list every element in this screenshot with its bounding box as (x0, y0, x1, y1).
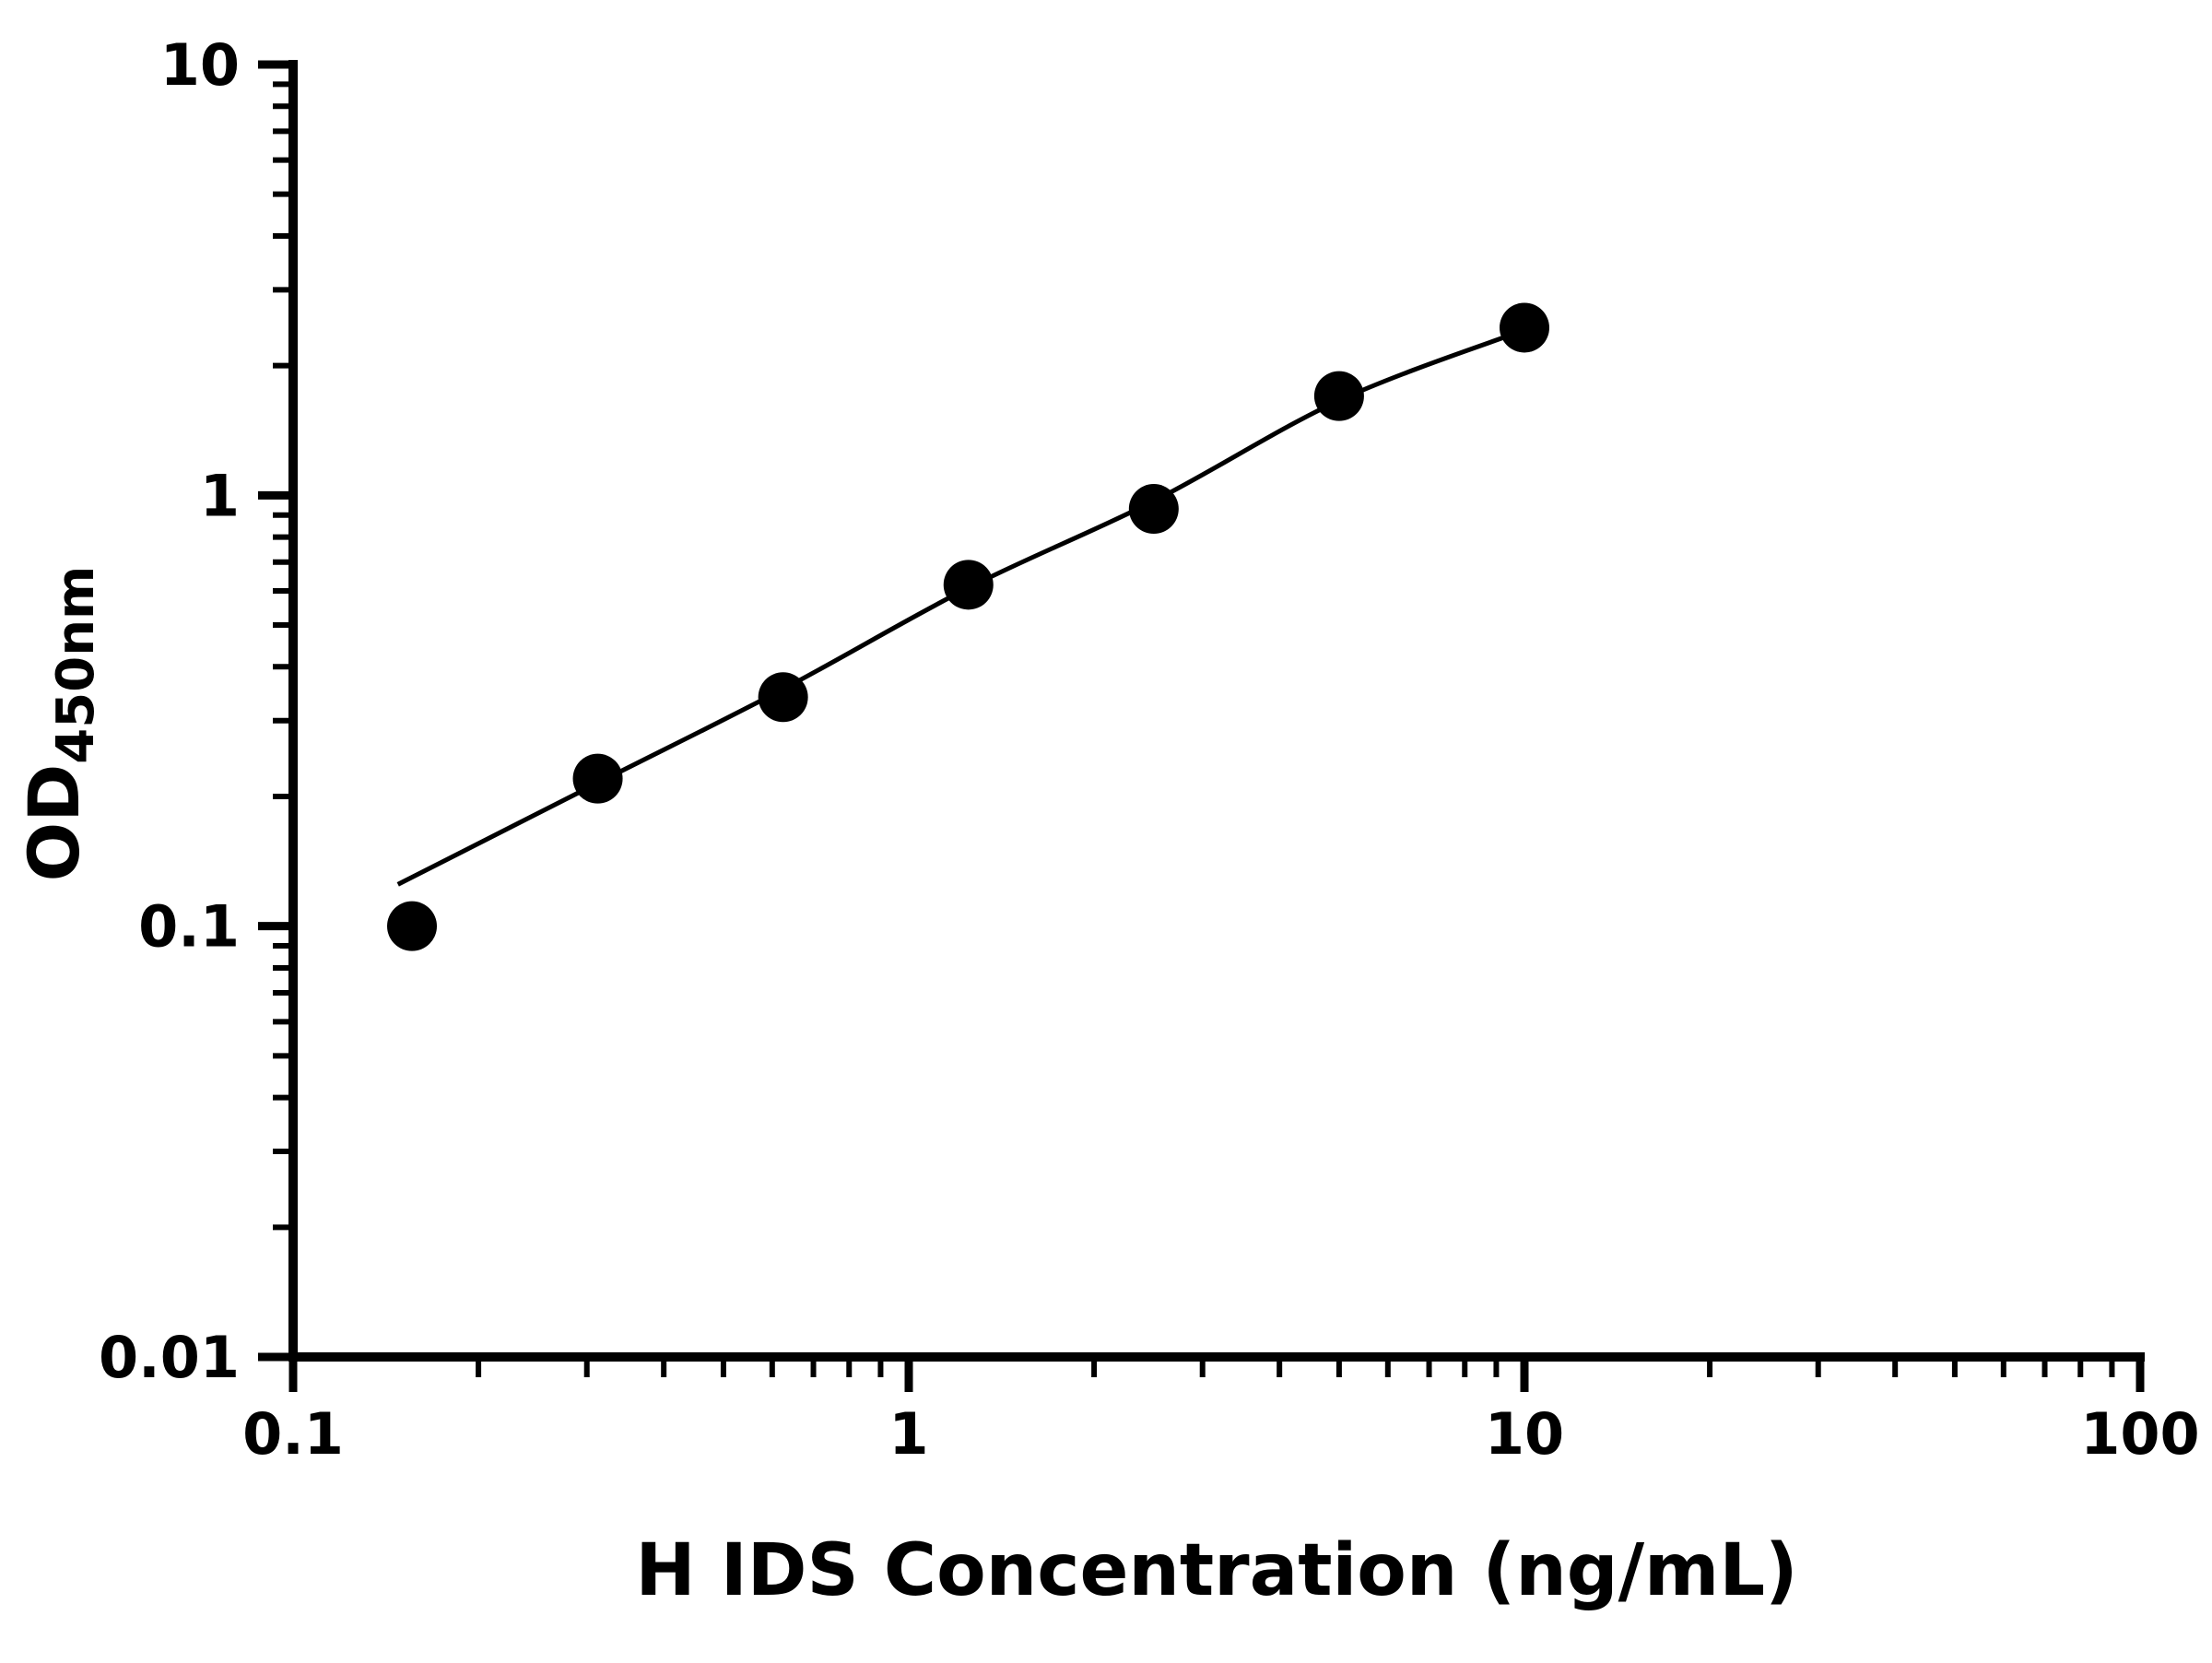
y-tick-label: 0.1 (138, 893, 240, 961)
x-axis-label: H IDS Concentration (ng/mL) (635, 1529, 1797, 1612)
axes (288, 60, 2145, 1362)
data-point (1128, 484, 1179, 535)
y-tick-label: 0.01 (99, 1324, 240, 1391)
y-axis-label-main: OD (13, 764, 95, 882)
x-tick-label: 1 (888, 1400, 928, 1468)
y-axis-label-subscript: 450nm (46, 566, 106, 764)
y-tick-label: 10 (160, 31, 240, 99)
y-axis-label: OD450nm (13, 566, 106, 882)
data-point (387, 901, 438, 951)
x-tick-label: 100 (2080, 1400, 2199, 1468)
axis-spines (288, 60, 2145, 1362)
y-tick-label: 1 (200, 462, 240, 529)
x-tick-label: 10 (1485, 1400, 1564, 1468)
data-point (1500, 302, 1549, 353)
data-point (943, 560, 994, 610)
data-point (1313, 371, 1364, 421)
x-tick-label: 0.1 (242, 1400, 344, 1468)
data-points (387, 302, 1549, 951)
axis-ticks (258, 60, 2145, 1392)
data-point (758, 672, 808, 723)
data-point (572, 753, 623, 804)
